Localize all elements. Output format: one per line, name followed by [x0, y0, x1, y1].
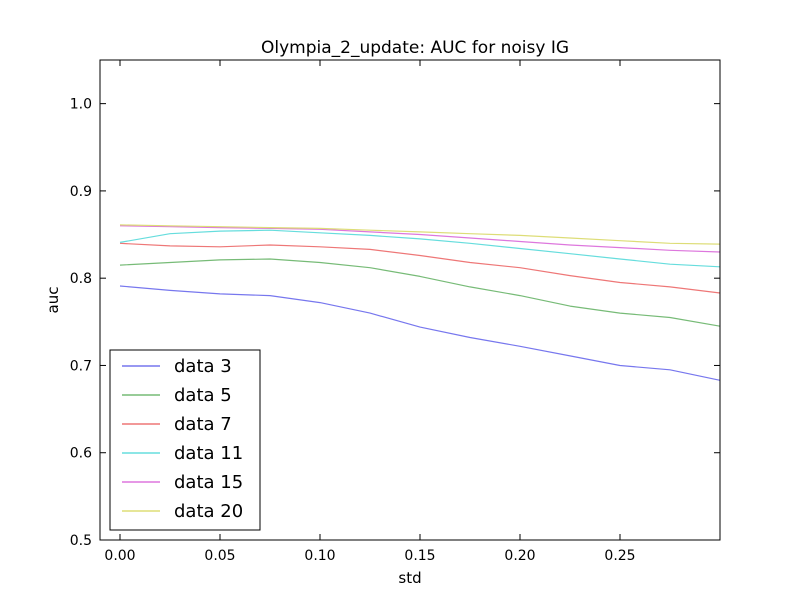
series-line-data-15: [119, 225, 721, 253]
legend-label: data 7: [174, 414, 232, 435]
x-tick-label: 0.15: [404, 548, 435, 564]
legend: data 3 data 5 data 7 data 11 data 15 data 20: [109, 349, 261, 531]
series-line-data-7: [119, 242, 721, 294]
legend-box: [109, 349, 261, 531]
x-tick-label: 0.00: [104, 548, 135, 564]
y-tick-label: 0.6: [70, 446, 92, 462]
plot-lines: [119, 224, 721, 381]
y-tick-label: 0.9: [70, 184, 92, 200]
series-line-data-3: [119, 285, 721, 381]
y-tick-label: 0.7: [70, 358, 92, 374]
y-tick-label: 0.5: [70, 533, 92, 549]
series-line-data-5: [119, 258, 721, 327]
axis-ticks: 0.00 0.05 0.10 0.15 0.20 0.25 0.5 0.6 0.7 0.8 0.9 1…: [70, 60, 720, 564]
legend-label: data 20: [174, 501, 243, 522]
x-tick-label: 0.20: [504, 548, 535, 564]
y-axis-label: auc: [44, 287, 62, 314]
y-tick-label: 1.0: [70, 97, 92, 113]
x-tick-label: 0.25: [604, 548, 635, 564]
legend-label: data 11: [174, 443, 243, 464]
y-tick-label: 0.8: [70, 271, 92, 287]
x-axis-label: std: [398, 569, 421, 587]
plot-frame: [99, 59, 721, 541]
series-line-data-11: [119, 229, 721, 268]
legend-label: data 15: [174, 472, 243, 493]
legend-label: data 5: [174, 385, 232, 406]
legend-label: data 3: [174, 356, 232, 377]
x-tick-label: 0.10: [304, 548, 335, 564]
chart-title: Olympia_2_update: AUC for noisy IG: [261, 38, 569, 58]
series-line-data-20: [119, 224, 721, 245]
x-tick-label: 0.05: [204, 548, 235, 564]
